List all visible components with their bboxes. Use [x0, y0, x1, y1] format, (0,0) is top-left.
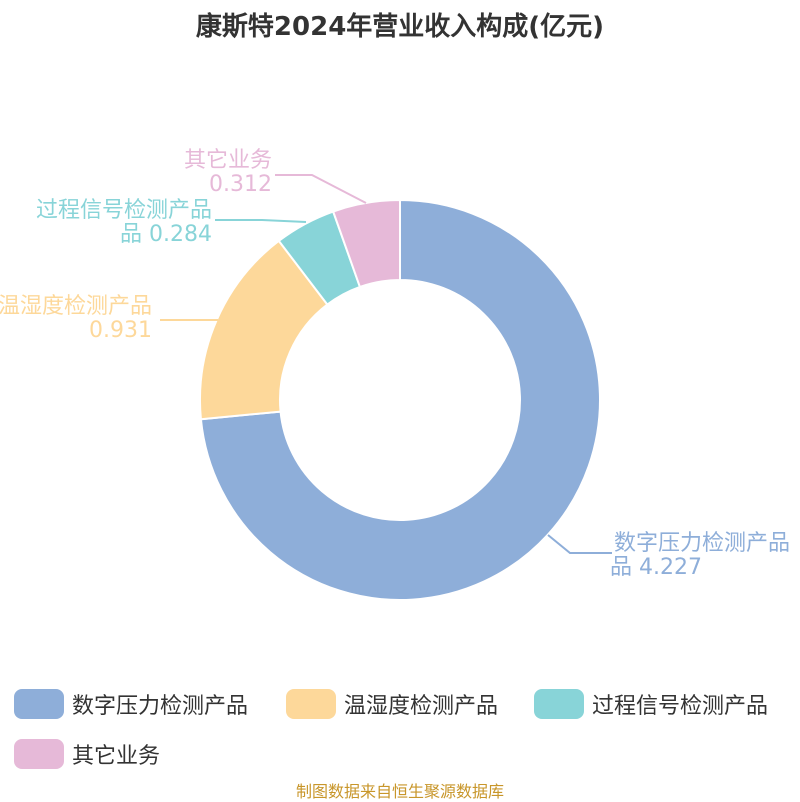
leader-line-digital-pressure: [547, 534, 612, 554]
source-note: 制图数据来自恒生聚源数据库: [295, 782, 504, 801]
chart-title: 康斯特2024年营业收入构成(亿元): [195, 12, 605, 42]
slice-other-business[interactable]: [331, 198, 401, 289]
legend-label: 其它业务: [72, 744, 161, 769]
legend-swatch: [14, 739, 64, 769]
slice-label-value-temp-humidity: 0.931: [89, 318, 152, 343]
legend-swatch: [534, 689, 584, 719]
legend-item-process-signal[interactable]: 过程信号检测产品: [534, 688, 768, 720]
slice-label-name-temp-humidity: 温湿度检测产品: [0, 294, 152, 319]
legend-label: 过程信号检测产品: [592, 694, 769, 719]
slices: [199, 198, 601, 601]
slice-digital-pressure[interactable]: [199, 198, 601, 601]
slice-label-name-process-signal: 过程信号检测产品: [36, 198, 212, 223]
legend-swatch: [14, 689, 64, 719]
leader-line-other-business: [275, 174, 367, 204]
leader-line-process-signal: [215, 219, 307, 223]
legend-item-digital-pressure[interactable]: 数字压力检测产品: [14, 688, 248, 720]
legend-label: 温湿度检测产品: [344, 694, 499, 719]
legend-swatch: [286, 689, 336, 719]
slice-label-name-other-business: 其它业务: [184, 148, 272, 173]
slice-label-value-digital-pressure: 品 4.227: [610, 555, 702, 580]
slice-label-value-process-signal: 品 0.284: [120, 222, 212, 247]
legend-item-other-business[interactable]: 其它业务: [14, 738, 160, 770]
legend-label: 数字压力检测产品: [72, 694, 249, 719]
slice-label-name-digital-pressure: 数字压力检测产品: [614, 531, 790, 556]
legend-item-temp-humidity[interactable]: 温湿度检测产品: [286, 688, 498, 720]
slice-label-value-other-business: 0.312: [209, 172, 272, 197]
